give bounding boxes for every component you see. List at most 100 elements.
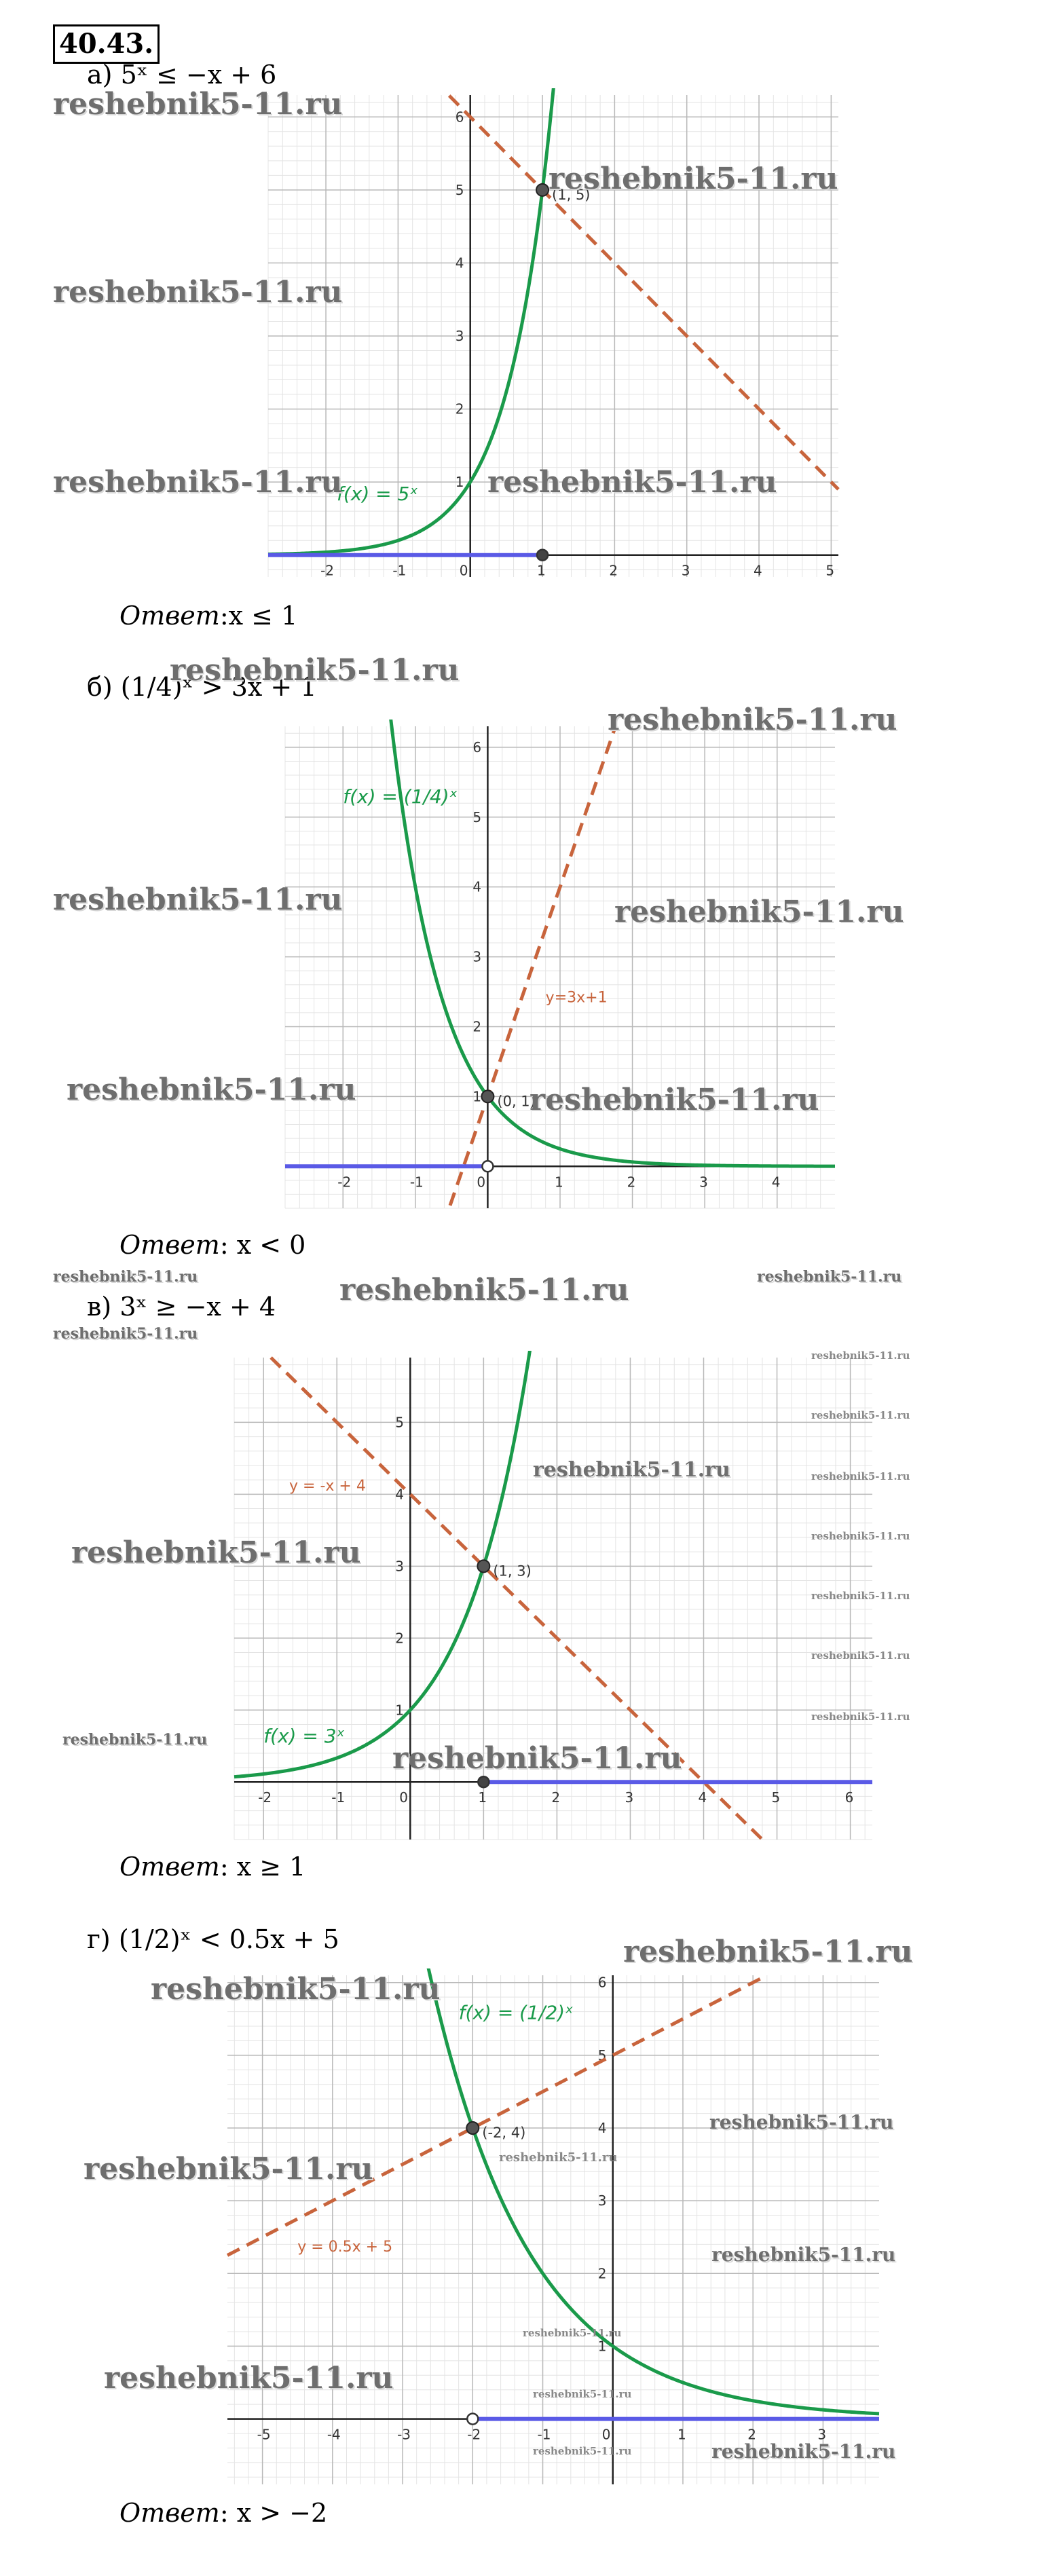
watermark: reshebnik5-11.ru [487, 465, 777, 500]
x-tick-label: 0 [460, 563, 468, 579]
watermark: reshebnik5-11.ru [523, 2327, 622, 2339]
y-tick-label: 3 [395, 1558, 404, 1574]
watermark: reshebnik5-11.ru [499, 2150, 618, 2165]
x-tick-label: 2 [627, 1174, 636, 1190]
answer-value: x < 0 [236, 1230, 306, 1260]
y-tick-label: 3 [456, 328, 464, 344]
watermark: reshebnik5-11.ru [53, 465, 343, 500]
part-g-letter: г) [87, 1924, 111, 1954]
watermark: reshebnik5-11.ru [533, 2388, 632, 2400]
x-tick-label: 2 [747, 2427, 756, 2443]
y-tick-label: 3 [472, 949, 481, 965]
x-tick-label: 5 [772, 1789, 781, 1806]
watermark: reshebnik5-11.ru [811, 1470, 910, 1482]
answer-value: x > −2 [236, 2498, 328, 2528]
watermark: reshebnik5-11.ru [62, 1731, 208, 1749]
function-label: f(x) = (1/4)ˣ [343, 785, 458, 808]
y-tick-label: 2 [456, 401, 464, 417]
part-a-label: а) 5ˣ ≤ −x + 6 [87, 60, 276, 90]
linear-dashed-line [447, 94, 840, 491]
watermark: reshebnik5-11.ru [53, 882, 343, 917]
part-v-label: в) 3ˣ ≥ −x + 4 [87, 1292, 276, 1322]
part-a-letter: а) [87, 60, 113, 90]
x-tick-label: 0 [602, 2427, 611, 2443]
watermark: reshebnik5-11.ru [151, 1972, 441, 2006]
linear-dashed-line [448, 727, 617, 1206]
y-tick-label: 6 [598, 1975, 607, 1991]
watermark: reshebnik5-11.ru [53, 275, 343, 310]
watermark: reshebnik5-11.ru [811, 1530, 910, 1542]
y-tick-label: 1 [395, 1702, 404, 1718]
chart-part-b: -2 -1 0 1 2 3 4 1 2 3 4 5 6 (0, 1) f(x) = (1/4)ˣ y=3x+1 [284, 720, 836, 1209]
watermark: reshebnik5-11.ru [170, 653, 460, 688]
exponential-curve [267, 88, 555, 557]
part-a-answer: Ответ:x ≤ 1 [119, 601, 298, 631]
linear-dashed-line [226, 1974, 768, 2257]
part-b-label: б) (1/4)ˣ > 3x + 1 [87, 672, 317, 702]
part-g-inequality: (1/2)ˣ < 0.5x + 5 [118, 1924, 339, 1954]
x-tick-label: -2 [337, 1174, 351, 1190]
x-tick-label: -2 [258, 1789, 272, 1806]
watermark: reshebnik5-11.ru [709, 2111, 894, 2133]
watermark: reshebnik5-11.ru [614, 895, 904, 929]
x-tick-label: -5 [257, 2427, 271, 2443]
part-v-inequality: 3ˣ ≥ −x + 4 [119, 1292, 276, 1322]
y-tick-label: 6 [472, 739, 481, 755]
watermark: reshebnik5-11.ru [811, 1409, 910, 1421]
answer-value: x ≥ 1 [236, 1852, 306, 1882]
x-tick-label: -1 [410, 1174, 424, 1190]
part-g-answer: Ответ: x > −2 [119, 2498, 328, 2528]
closed-boundary-point [477, 1775, 490, 1789]
watermark: reshebnik5-11.ru [623, 1935, 913, 1969]
part-v-answer: Ответ: x ≥ 1 [119, 1852, 306, 1882]
y-tick-label: 5 [456, 182, 464, 198]
intersection-label: (-2, 4) [482, 2125, 525, 2141]
intersection-label: (0, 1) [497, 1093, 535, 1109]
watermark: reshebnik5-11.ru [530, 1083, 819, 1117]
open-boundary-point [481, 1160, 494, 1173]
watermark: reshebnik5-11.ru [811, 1711, 910, 1723]
x-tick-label: 4 [772, 1174, 781, 1190]
answer-value: x ≤ 1 [228, 601, 298, 631]
y-tick-label: 5 [472, 809, 481, 825]
x-tick-label: 3 [699, 1174, 708, 1190]
watermark: reshebnik5-11.ru [83, 2152, 373, 2186]
x-tick-label: -4 [327, 2427, 341, 2443]
answer-word: Ответ [119, 2498, 220, 2528]
function-label: f(x) = (1/2)ˣ [459, 2001, 574, 2023]
part-g-label: г) (1/2)ˣ < 0.5x + 5 [87, 1924, 339, 1954]
x-tick-label: 6 [845, 1789, 854, 1806]
x-tick-label: 1 [677, 2427, 686, 2443]
part-v-letter: в) [87, 1292, 112, 1322]
x-tick-label: 4 [754, 563, 762, 579]
x-tick-label: 5 [825, 563, 834, 579]
watermark: reshebnik5-11.ru [392, 1741, 682, 1776]
closed-boundary-point [536, 548, 549, 561]
y-tick-label: 1 [598, 2338, 607, 2354]
watermark: reshebnik5-11.ru [811, 1649, 910, 1662]
y-tick-label: 2 [395, 1630, 404, 1646]
intersection-point [477, 1559, 491, 1573]
answer-word: Ответ [119, 1230, 220, 1260]
x-tick-label: 2 [609, 563, 618, 579]
exponential-curve [426, 1968, 880, 2416]
watermark: reshebnik5-11.ru [53, 1325, 198, 1343]
watermark: reshebnik5-11.ru [711, 2243, 896, 2266]
x-tick-label: 0 [399, 1789, 408, 1806]
watermark: reshebnik5-11.ru [53, 87, 343, 122]
y-tick-label: 4 [472, 879, 481, 895]
watermark: reshebnik5-11.ru [811, 1590, 910, 1602]
x-tick-label: -1 [331, 1789, 345, 1806]
answer-word: Ответ [119, 601, 220, 631]
intersection-point [466, 2121, 480, 2135]
line-label: y=3x+1 [546, 989, 608, 1006]
y-tick-label: 1 [472, 1088, 481, 1104]
watermark: reshebnik5-11.ru [549, 162, 838, 196]
x-tick-label: 1 [537, 563, 546, 579]
exponential-curve [389, 720, 836, 1168]
function-label: f(x) = 3ˣ [263, 1725, 345, 1747]
part-b-inequality: (1/4)ˣ > 3x + 1 [120, 672, 317, 702]
x-tick-label: 1 [478, 1789, 487, 1806]
intersection-label: (1, 3) [493, 1563, 531, 1579]
